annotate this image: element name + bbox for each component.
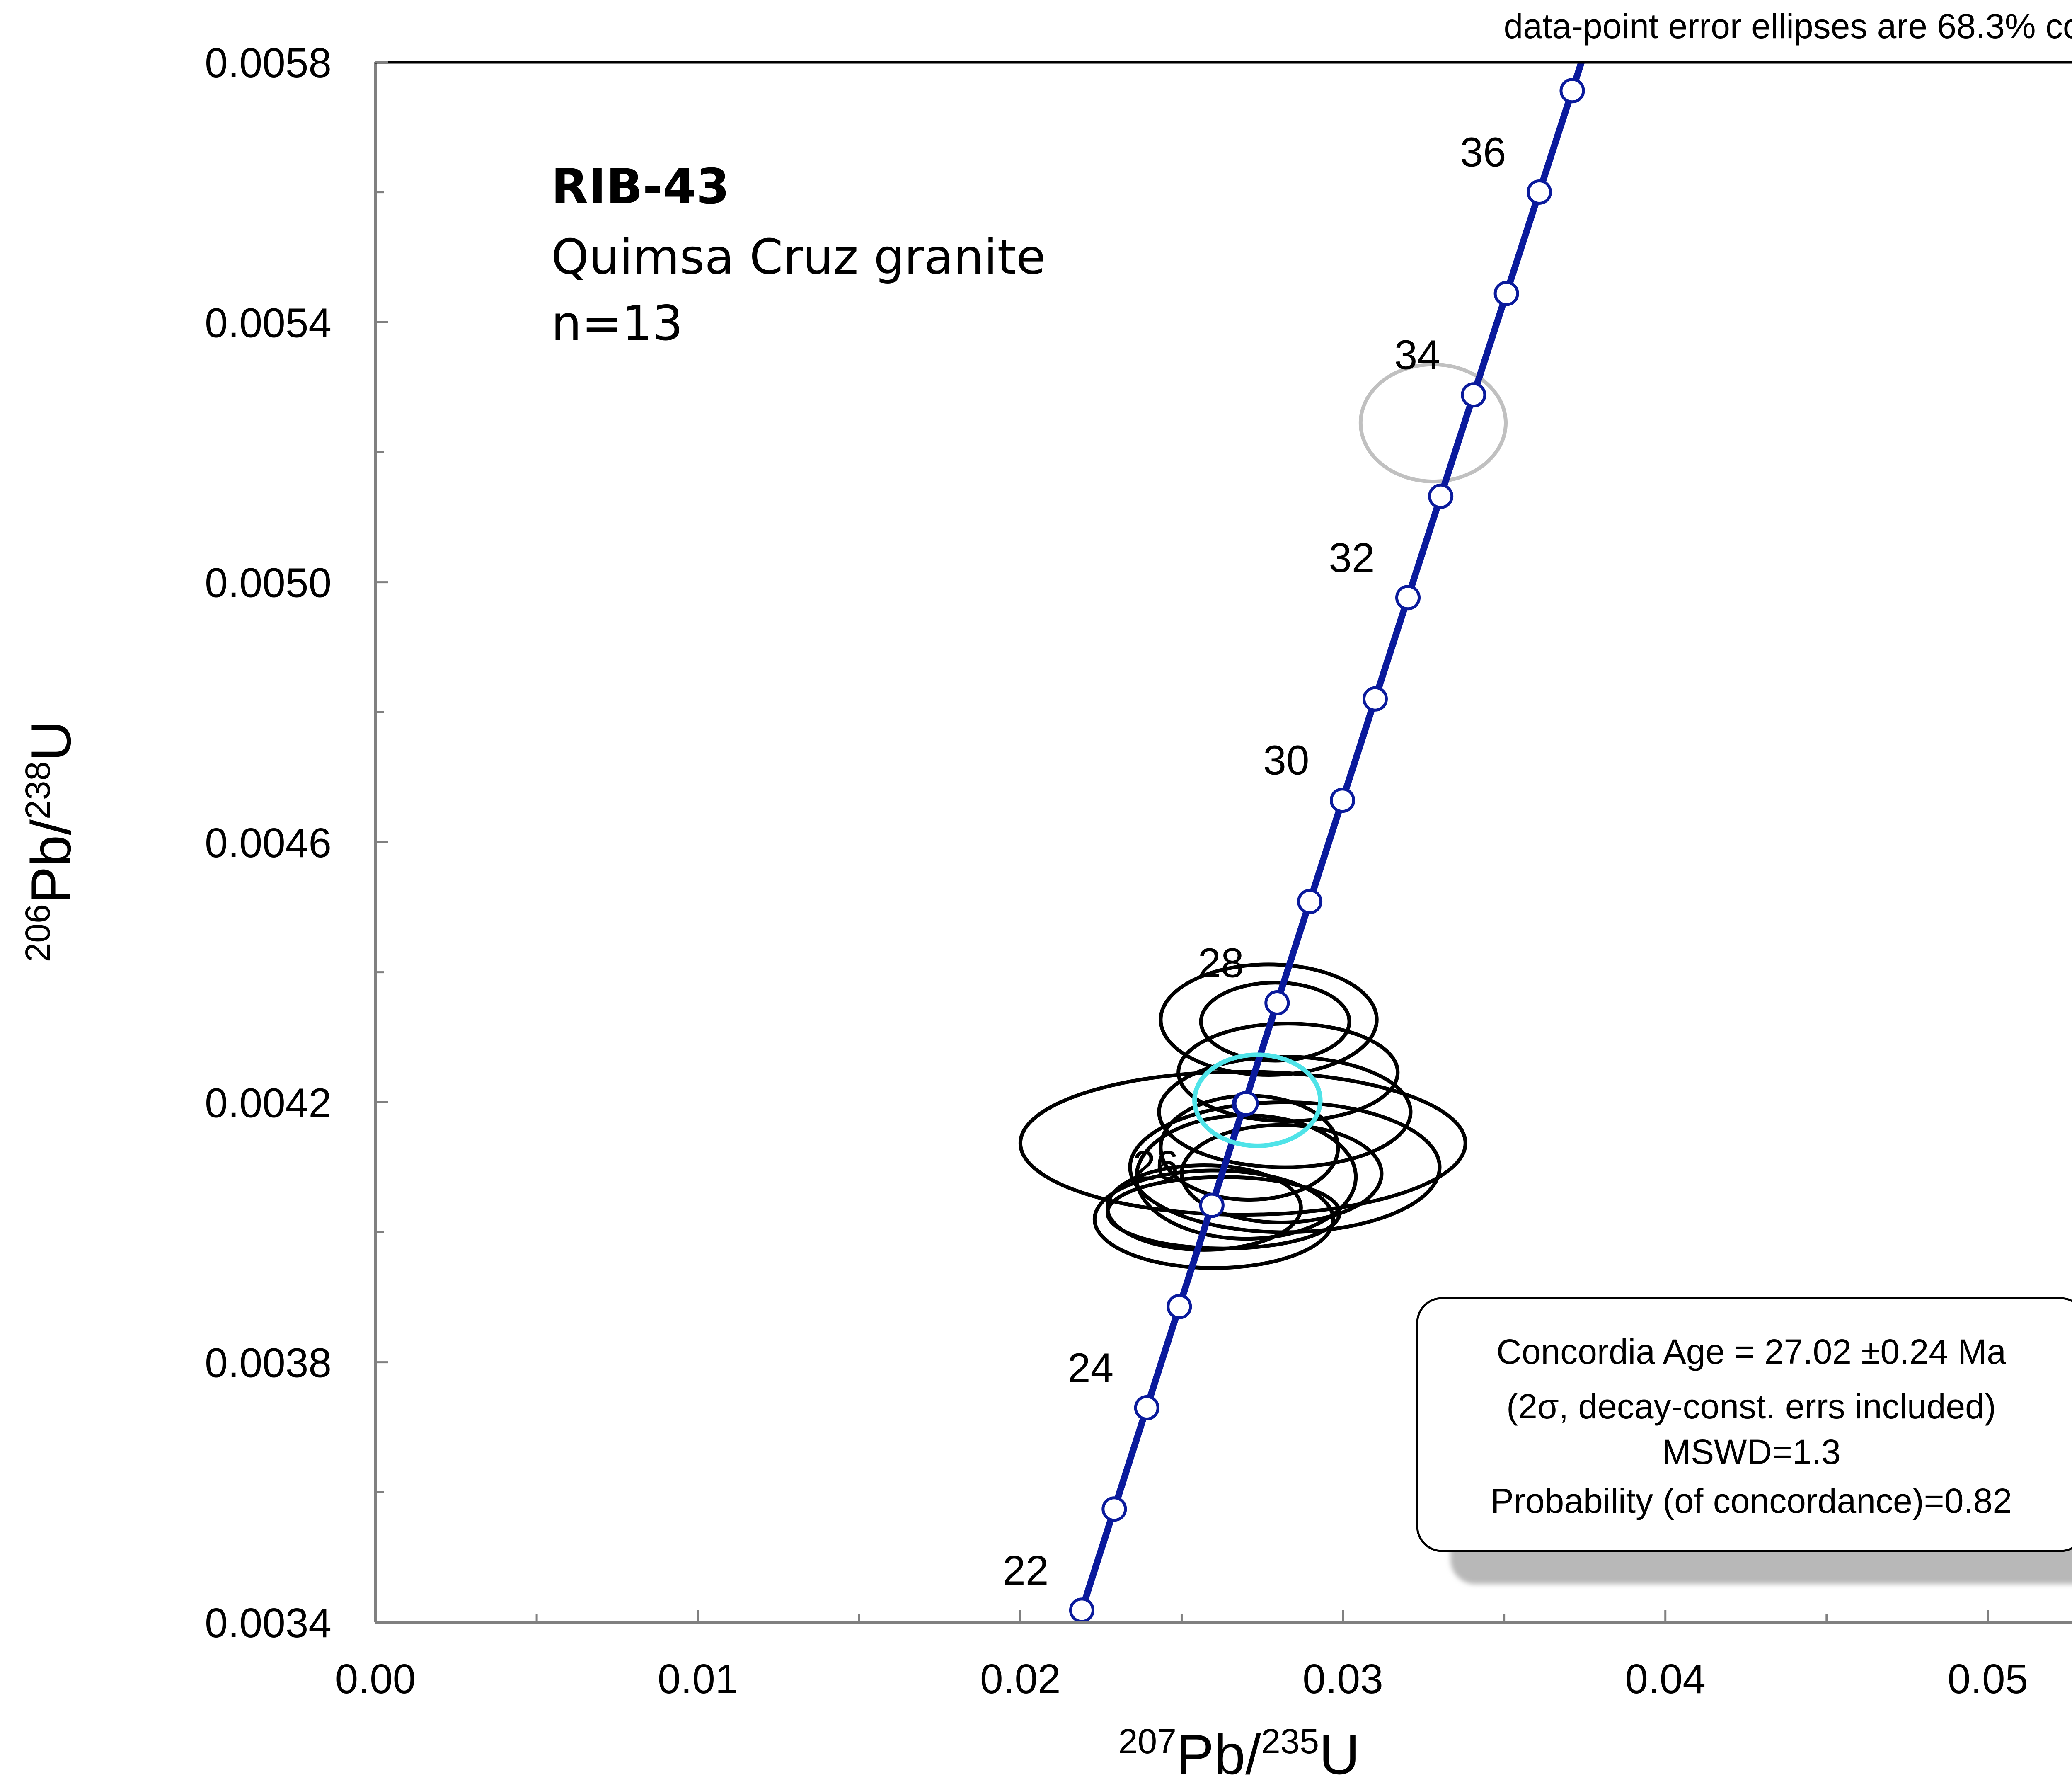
sample-description: Quimsa Cruz granite	[551, 229, 1046, 285]
x-tick-label: 0.02	[980, 1656, 1061, 1702]
concordia-age-marker	[1395, 585, 1421, 611]
concordia-result-box: Concordia Age = 27.02 ±0.24 Ma (2σ, deca…	[1416, 1297, 2072, 1584]
sample-count: n=13	[551, 296, 683, 351]
concordia-age-marker	[1167, 1294, 1192, 1319]
x-axis-title-main-a: Pb/	[1176, 1723, 1261, 1786]
concordia-age-marker	[1101, 1496, 1127, 1522]
ellipse-confidence-note: data-point error ellipses are 68.3% conf…	[1504, 7, 2072, 46]
y-tick-label: 0.0058	[205, 40, 332, 86]
concordia-age-marker	[1329, 788, 1355, 813]
concordia-age-marker	[1527, 179, 1552, 205]
y-axis-title: 206Pb/238U	[18, 721, 82, 962]
y-tick-label: 0.0050	[205, 560, 332, 606]
x-tick-label: 0.01	[658, 1656, 738, 1702]
x-axis-title: 207Pb/235U	[1118, 1722, 1360, 1786]
concordia-age-label: 36	[1460, 129, 1506, 175]
concordia-age-label: 32	[1329, 535, 1375, 581]
concordia-age-label: 34	[1394, 332, 1440, 378]
x-axis-title-sup-b: 235	[1261, 1722, 1319, 1761]
x-axis-title-sup-a: 207	[1118, 1722, 1176, 1761]
result-probability: Probability (of concordance)=0.82	[1491, 1481, 2012, 1520]
sample-name: RIB-43	[551, 159, 729, 215]
y-axis-title-main-b: U	[19, 721, 82, 761]
concordia-age-label: 24	[1067, 1345, 1113, 1391]
y-tick-label: 0.0038	[205, 1340, 332, 1386]
x-tick-label: 0.05	[1948, 1656, 2028, 1702]
y-tick-label: 0.0042	[205, 1080, 332, 1126]
concordia-age-ellipse	[1192, 1052, 1323, 1148]
concordia-age-marker	[1362, 686, 1388, 712]
y-axis-title-sup-a: 206	[18, 904, 57, 962]
x-tick-label: 0.04	[1625, 1656, 1706, 1702]
concordia-age-label: 30	[1263, 737, 1309, 784]
result-box-frame	[1416, 1297, 2072, 1552]
error-ellipse	[1018, 1070, 1467, 1217]
y-tick-label: 0.0034	[205, 1600, 332, 1646]
concordia-age-label: 22	[1002, 1547, 1048, 1594]
concordia-age-marker	[1428, 483, 1454, 509]
y-axis-ticks: 0.0034 0.0038 0.0042 0.0046 0.0050 0.0054 0.00…	[205, 40, 388, 1646]
y-tick-label: 0.0054	[205, 300, 332, 346]
concordia-age-labels: 22 24 26 28 30 32 34 36	[1002, 129, 1506, 1593]
result-mswd: MSWD=1.3	[1662, 1432, 1841, 1471]
concordia-age-label: 28	[1198, 940, 1244, 986]
x-tick-label: 0.00	[335, 1656, 416, 1702]
concordia-age-point	[1233, 1091, 1259, 1116]
error-ellipse	[1092, 1168, 1335, 1270]
excluded-error-ellipse	[1358, 362, 1508, 484]
error-ellipse	[1159, 962, 1379, 1077]
x-axis-ticks: 0.00 0.01 0.02 0.03 0.04 0.05	[335, 1610, 2028, 1702]
y-axis-title-sup-b: 238	[18, 761, 57, 819]
concordia-curve-group	[1069, 62, 1585, 1622]
concordia-age-marker	[1199, 1192, 1225, 1218]
concordia-age-marker	[1069, 1597, 1094, 1622]
concordia-age-marker	[1559, 78, 1585, 104]
concordia-age-marker	[1264, 990, 1290, 1015]
concordia-age-marker	[1493, 281, 1519, 306]
x-tick-label: 0.03	[1302, 1656, 1383, 1702]
error-ellipse	[1199, 981, 1351, 1063]
error-ellipses	[1018, 362, 1508, 1270]
concordia-age-label: 26	[1133, 1142, 1179, 1189]
y-tick-label: 0.0046	[205, 820, 332, 866]
y-axis-title-main-a: Pb/	[19, 819, 82, 904]
concordia-age-marker	[1461, 382, 1486, 408]
concordia-age-marker	[1134, 1395, 1159, 1421]
x-axis-title-main-b: U	[1319, 1723, 1360, 1786]
result-error-note: (2σ, decay-const. errs included)	[1506, 1387, 1996, 1426]
concordia-age-marker	[1297, 889, 1323, 914]
error-ellipse	[1157, 1055, 1413, 1169]
result-concordia-age: Concordia Age = 27.02 ±0.24 Ma	[1496, 1332, 2006, 1371]
